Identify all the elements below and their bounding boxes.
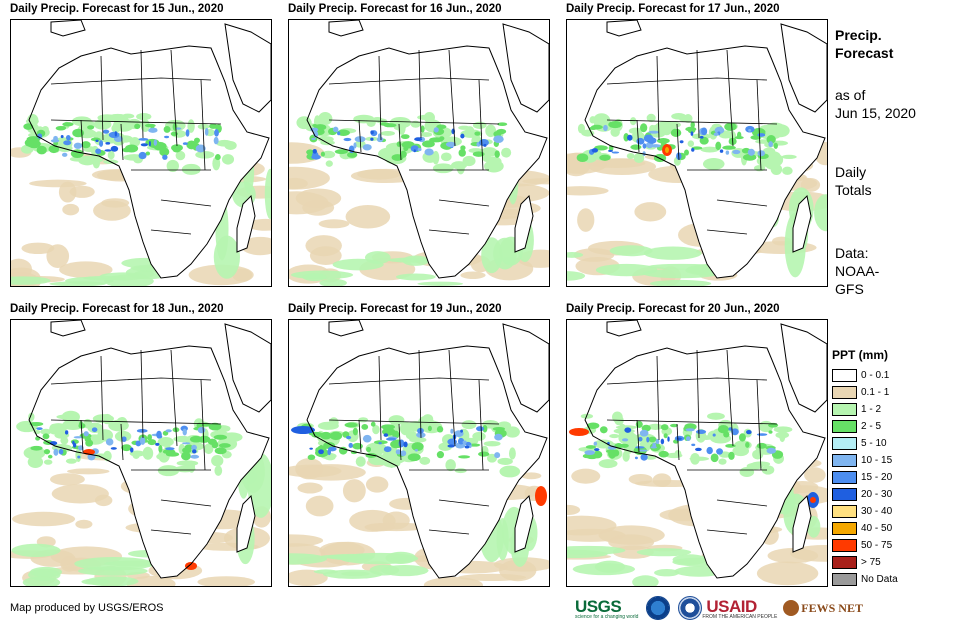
legend-swatch <box>832 368 857 382</box>
forecast-panel: Daily Precip. Forecast for 16 Jun., 2020 <box>288 3 550 287</box>
legend-item: 0.1 - 1 <box>832 384 962 400</box>
map-title: Precip. Forecast <box>835 26 893 62</box>
legend-label: 10 - 15 <box>861 454 893 466</box>
legend-swatch <box>832 487 857 501</box>
map-canvas <box>11 320 271 586</box>
forecast-panel: Daily Precip. Forecast for 18 Jun., 2020 <box>10 303 272 587</box>
map-canvas <box>289 20 549 286</box>
legend-label: 50 - 75 <box>861 539 893 551</box>
forecast-panel: Daily Precip. Forecast for 15 Jun., 2020 <box>10 3 272 287</box>
legend-item: 2 - 5 <box>832 418 962 434</box>
legend-label: 15 - 20 <box>861 471 893 483</box>
totals-line: Totals <box>835 182 872 198</box>
forecast-panel: Daily Precip. Forecast for 20 Jun., 2020 <box>566 303 828 587</box>
precip-map <box>566 319 828 587</box>
legend-label: 0 - 0.1 <box>861 369 890 381</box>
legend-label: 40 - 50 <box>861 522 893 534</box>
forecast-panel: Daily Precip. Forecast for 17 Jun., 2020 <box>566 3 828 287</box>
panel-title: Daily Precip. Forecast for 15 Jun., 2020 <box>10 3 224 15</box>
usaid-logo-text: USAID <box>706 596 757 616</box>
credit-text: Map produced by USGS/EROS <box>10 602 164 614</box>
map-canvas <box>11 20 271 286</box>
precip-map <box>10 19 272 287</box>
logo-strip: USGS science for a changing world USAID … <box>575 594 863 622</box>
legend-item: 50 - 75 <box>832 537 962 553</box>
precip-map <box>288 319 550 587</box>
totals-line: Daily <box>835 164 867 180</box>
legend-label: 0.1 - 1 <box>861 386 890 398</box>
panel-title: Daily Precip. Forecast for 19 Jun., 2020 <box>288 303 502 315</box>
legend-swatch <box>832 419 857 433</box>
usaid-tagline: FROM THE AMERICAN PEOPLE <box>702 613 778 620</box>
legend-swatch <box>832 436 857 450</box>
legend-label: 2 - 5 <box>861 420 882 432</box>
legend-swatch <box>832 385 857 399</box>
as-of-date: as of Jun 15, 2020 <box>835 86 916 122</box>
legend-swatch <box>832 538 857 552</box>
legend-item: 1 - 2 <box>832 401 962 417</box>
forecast-panel: Daily Precip. Forecast for 19 Jun., 2020 <box>288 303 550 587</box>
usgs-tagline: science for a changing world <box>575 613 639 620</box>
legend-swatch <box>832 504 857 518</box>
totals-note: Daily Totals <box>835 163 872 199</box>
fews-net-icon <box>783 600 800 616</box>
legend-item: 5 - 10 <box>832 435 962 451</box>
map-canvas <box>289 320 549 586</box>
noaa-logo-icon <box>646 596 671 620</box>
panel-title: Daily Precip. Forecast for 16 Jun., 2020 <box>288 3 502 15</box>
legend-label: 1 - 2 <box>861 403 882 415</box>
legend-swatch <box>832 402 857 416</box>
legend-swatch <box>832 470 857 484</box>
legend-label: > 75 <box>861 556 881 568</box>
precip-map <box>566 19 828 287</box>
legend-item: No Data <box>832 571 962 587</box>
legend-item: 10 - 15 <box>832 452 962 468</box>
usgs-logo-text: USGS <box>575 596 622 616</box>
precip-map <box>288 19 550 287</box>
legend-label: No Data <box>861 573 898 585</box>
usgs-logo: USGS science for a changing world <box>575 597 638 620</box>
legend-label: 5 - 10 <box>861 437 887 449</box>
map-canvas <box>567 320 827 586</box>
panel-title: Daily Precip. Forecast for 18 Jun., 2020 <box>10 303 224 315</box>
legend-label: 20 - 30 <box>861 488 893 500</box>
precip-map <box>10 319 272 587</box>
legend-swatch <box>832 555 857 569</box>
legend-swatch <box>832 521 857 535</box>
panel-title: Daily Precip. Forecast for 17 Jun., 2020 <box>566 3 780 15</box>
fews-net-logo: FEWS NET <box>801 600 863 615</box>
legend-swatch <box>832 453 857 467</box>
legend: PPT (mm) 0 - 0.1 0.1 - 1 1 - 2 2 - 5 5 - 10 1… <box>832 348 962 588</box>
data-source-line: Data: <box>835 245 869 261</box>
map-title-line: Forecast <box>835 45 894 61</box>
legend-item: 15 - 20 <box>832 469 962 485</box>
legend-swatch <box>832 572 857 586</box>
map-title-line: Precip. <box>835 27 882 43</box>
legend-title: PPT (mm) <box>832 348 889 362</box>
map-canvas <box>567 20 827 286</box>
data-source: Data: NOAA- GFS <box>835 244 879 298</box>
usaid-seal-icon <box>678 596 703 620</box>
panel-title: Daily Precip. Forecast for 20 Jun., 2020 <box>566 303 780 315</box>
legend-item: 40 - 50 <box>832 520 962 536</box>
data-source-line: GFS <box>835 281 864 297</box>
usaid-logo: USAID FROM THE AMERICAN PEOPLE <box>702 597 777 620</box>
data-source-line: NOAA- <box>835 263 880 279</box>
legend-item: 30 - 40 <box>832 503 962 519</box>
as-of-label: as of <box>835 87 866 103</box>
as-of-value: Jun 15, 2020 <box>835 105 916 121</box>
legend-item: 20 - 30 <box>832 486 962 502</box>
legend-label: 30 - 40 <box>861 505 893 517</box>
legend-item: 0 - 0.1 <box>832 367 962 383</box>
legend-item: > 75 <box>832 554 962 570</box>
